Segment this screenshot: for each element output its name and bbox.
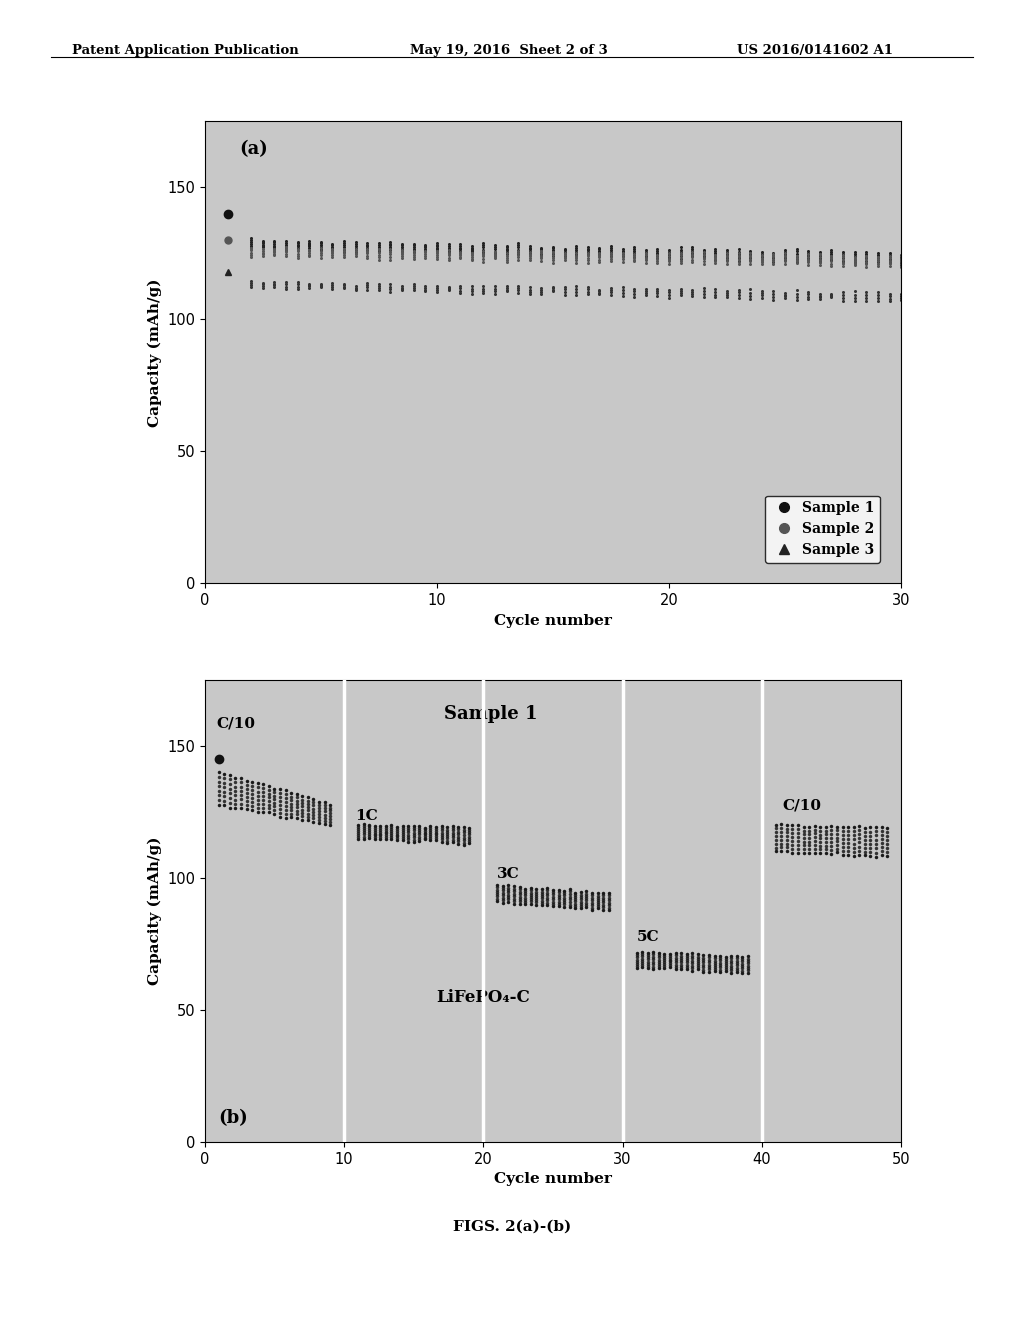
Text: US 2016/0141602 A1: US 2016/0141602 A1 (737, 44, 893, 57)
X-axis label: Cycle number: Cycle number (494, 614, 612, 628)
Y-axis label: Capacity (mAh/g): Capacity (mAh/g) (147, 837, 162, 985)
Text: 5C: 5C (637, 931, 659, 944)
X-axis label: Cycle number: Cycle number (494, 1172, 612, 1187)
Text: 3C: 3C (498, 867, 520, 880)
Text: 1C: 1C (355, 809, 378, 822)
Text: C/10: C/10 (216, 717, 255, 730)
Text: May 19, 2016  Sheet 2 of 3: May 19, 2016 Sheet 2 of 3 (410, 44, 607, 57)
Text: LiFePO₄-C: LiFePO₄-C (436, 989, 530, 1006)
Text: (b): (b) (219, 1109, 249, 1127)
Text: FIGS. 2(a)-(b): FIGS. 2(a)-(b) (453, 1220, 571, 1233)
Text: (a): (a) (240, 140, 268, 158)
Text: Patent Application Publication: Patent Application Publication (72, 44, 298, 57)
Legend: Sample 1, Sample 2, Sample 3: Sample 1, Sample 2, Sample 3 (765, 495, 881, 562)
Text: Sample 1: Sample 1 (443, 705, 537, 723)
Y-axis label: Capacity (mAh/g): Capacity (mAh/g) (147, 279, 162, 426)
Text: C/10: C/10 (782, 799, 821, 812)
